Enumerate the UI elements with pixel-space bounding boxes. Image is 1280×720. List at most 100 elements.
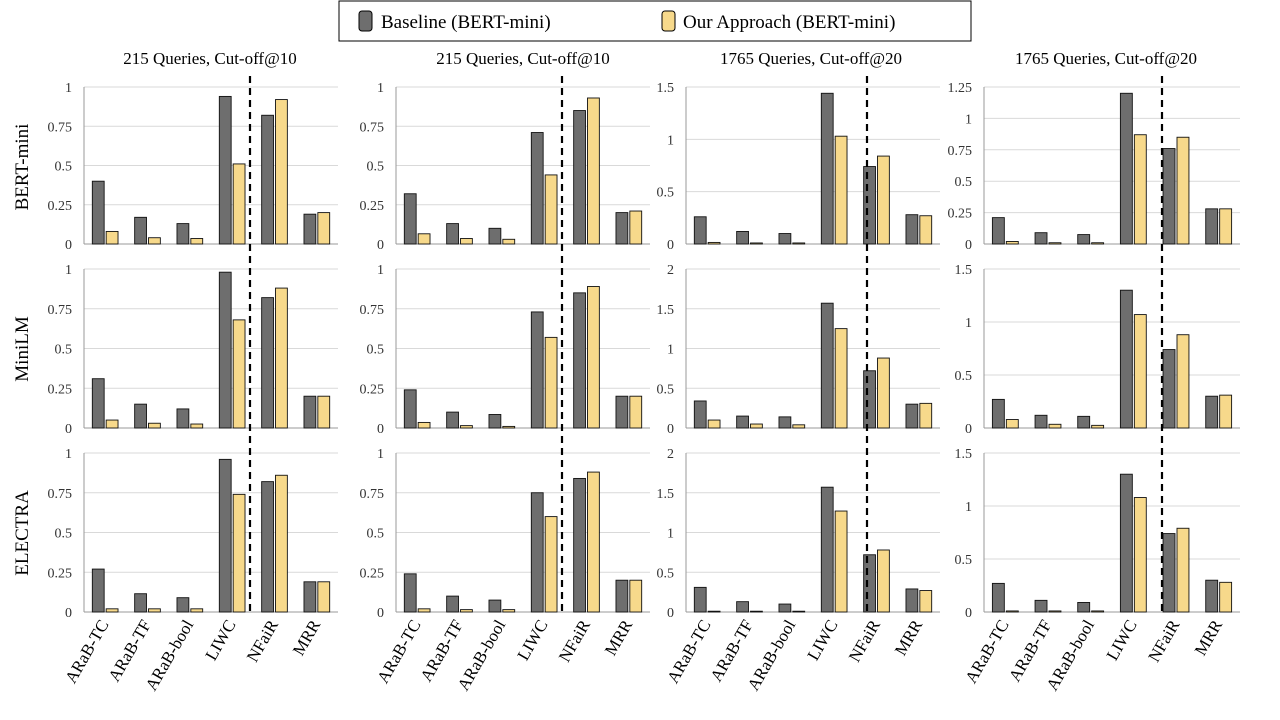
bar-baseline — [1077, 602, 1091, 613]
bar-baseline — [488, 414, 502, 429]
category-label: NFaiR — [555, 616, 594, 665]
bar-our-approach — [544, 336, 558, 429]
bar-baseline — [134, 216, 147, 245]
bar-our-approach — [460, 238, 473, 245]
bar-baseline — [991, 398, 1005, 429]
bar-our-approach — [1133, 314, 1147, 429]
chart-panel: 0 0.5 1 1.5 — [657, 81, 940, 253]
y-tick-label: 0.5 — [657, 566, 675, 581]
bar-our-approach — [629, 210, 643, 245]
bar-baseline — [991, 217, 1005, 245]
bar-our-approach — [417, 233, 431, 245]
bar-baseline — [488, 599, 502, 613]
y-tick-label: 1.5 — [657, 487, 675, 502]
y-tick-label: 1.25 — [948, 81, 973, 96]
bar-our-approach — [275, 287, 288, 429]
bar-our-approach — [629, 579, 643, 613]
bar-our-approach — [750, 242, 763, 245]
y-tick-label: 0.25 — [360, 382, 385, 397]
bar-our-approach — [1219, 394, 1233, 429]
y-tick-label: 0 — [965, 422, 972, 437]
y-tick-label: 0 — [377, 606, 384, 621]
bar-our-approach — [1176, 527, 1190, 613]
bar-baseline — [176, 223, 190, 245]
bar-our-approach — [587, 471, 600, 613]
bar-baseline — [303, 395, 317, 429]
bar-our-approach — [148, 608, 161, 613]
bar-our-approach — [587, 286, 600, 429]
chart-panel: 0 0.25 0.5 0.75 1 — [360, 447, 650, 621]
bar-our-approach — [1091, 424, 1105, 429]
bar-our-approach — [792, 424, 806, 429]
column-title-3: 1765 Queries, Cut-off@20 — [720, 49, 902, 68]
chart-panel: 0 0.25 0.5 0.75 1 — [48, 263, 338, 437]
legend-label-baseline: Baseline (BERT-mini) — [381, 12, 551, 33]
y-tick-label: 0.25 — [48, 199, 73, 214]
bar-baseline — [530, 311, 544, 429]
y-tick-label: 1 — [65, 263, 72, 278]
bar-our-approach — [1005, 419, 1019, 429]
bar-our-approach — [707, 610, 721, 613]
bar-our-approach — [707, 419, 721, 429]
y-tick-label: 0.5 — [55, 343, 73, 358]
y-tick-label: 0 — [377, 422, 384, 437]
y-tick-label: 0.5 — [367, 160, 385, 175]
bar-baseline — [1162, 349, 1176, 429]
bar-baseline — [446, 595, 459, 613]
y-tick-label: 0.75 — [48, 303, 73, 318]
category-label: NFaiR — [1144, 616, 1183, 665]
bar-baseline — [736, 415, 749, 429]
bar-our-approach — [877, 357, 890, 429]
y-tick-label: 0.5 — [955, 553, 973, 568]
category-label: LIWC — [803, 617, 841, 664]
bar-baseline — [991, 582, 1005, 613]
y-tick-label: 0 — [65, 606, 72, 621]
y-tick-label: 0.25 — [48, 566, 73, 581]
bar-baseline — [134, 403, 147, 429]
bar-our-approach — [1091, 610, 1105, 613]
bar-our-approach — [919, 402, 933, 429]
bar-our-approach — [460, 425, 473, 429]
bar-baseline — [778, 603, 792, 613]
bar-baseline — [530, 492, 544, 613]
y-tick-label: 0 — [965, 238, 972, 253]
y-tick-label: 0.75 — [360, 303, 385, 318]
chart-panel: 0 0.5 1 1.5 2 — [657, 447, 940, 621]
bar-baseline — [573, 110, 586, 245]
bar-our-approach — [502, 238, 516, 245]
chart-panel: 0 0.25 0.5 0.75 1 1.25 — [948, 81, 1240, 253]
bar-baseline — [820, 486, 834, 613]
y-tick-label: 1 — [377, 263, 384, 278]
category-label: NFaiR — [845, 616, 884, 665]
bar-our-approach — [190, 423, 204, 429]
bar-baseline — [863, 554, 876, 613]
bar-our-approach — [105, 608, 119, 613]
bar-our-approach — [1048, 610, 1062, 613]
bar-baseline — [573, 292, 586, 429]
bar-our-approach — [1176, 334, 1190, 429]
bar-our-approach — [1005, 610, 1019, 613]
bar-our-approach — [105, 419, 119, 429]
bar-our-approach — [148, 237, 161, 245]
y-tick-label: 0.25 — [48, 382, 73, 397]
bar-baseline — [1034, 232, 1048, 245]
bar-baseline — [530, 132, 544, 245]
y-tick-label: 0 — [667, 238, 674, 253]
y-tick-label: 2 — [667, 447, 674, 462]
bar-baseline — [403, 193, 417, 245]
bar-our-approach — [834, 135, 848, 245]
bar-our-approach — [792, 610, 806, 613]
bar-our-approach — [460, 609, 473, 613]
bar-baseline — [1162, 148, 1176, 245]
bar-our-approach — [544, 516, 558, 613]
legend-swatch-baseline — [358, 10, 373, 32]
bar-our-approach — [232, 163, 246, 245]
y-tick-label: 1 — [965, 112, 972, 127]
bar-our-approach — [877, 155, 890, 245]
category-label: LIWC — [513, 617, 551, 664]
bar-baseline — [820, 302, 834, 429]
y-tick-label: 0.75 — [360, 120, 385, 135]
bar-our-approach — [317, 212, 331, 245]
y-tick-label: 0.5 — [955, 369, 973, 384]
